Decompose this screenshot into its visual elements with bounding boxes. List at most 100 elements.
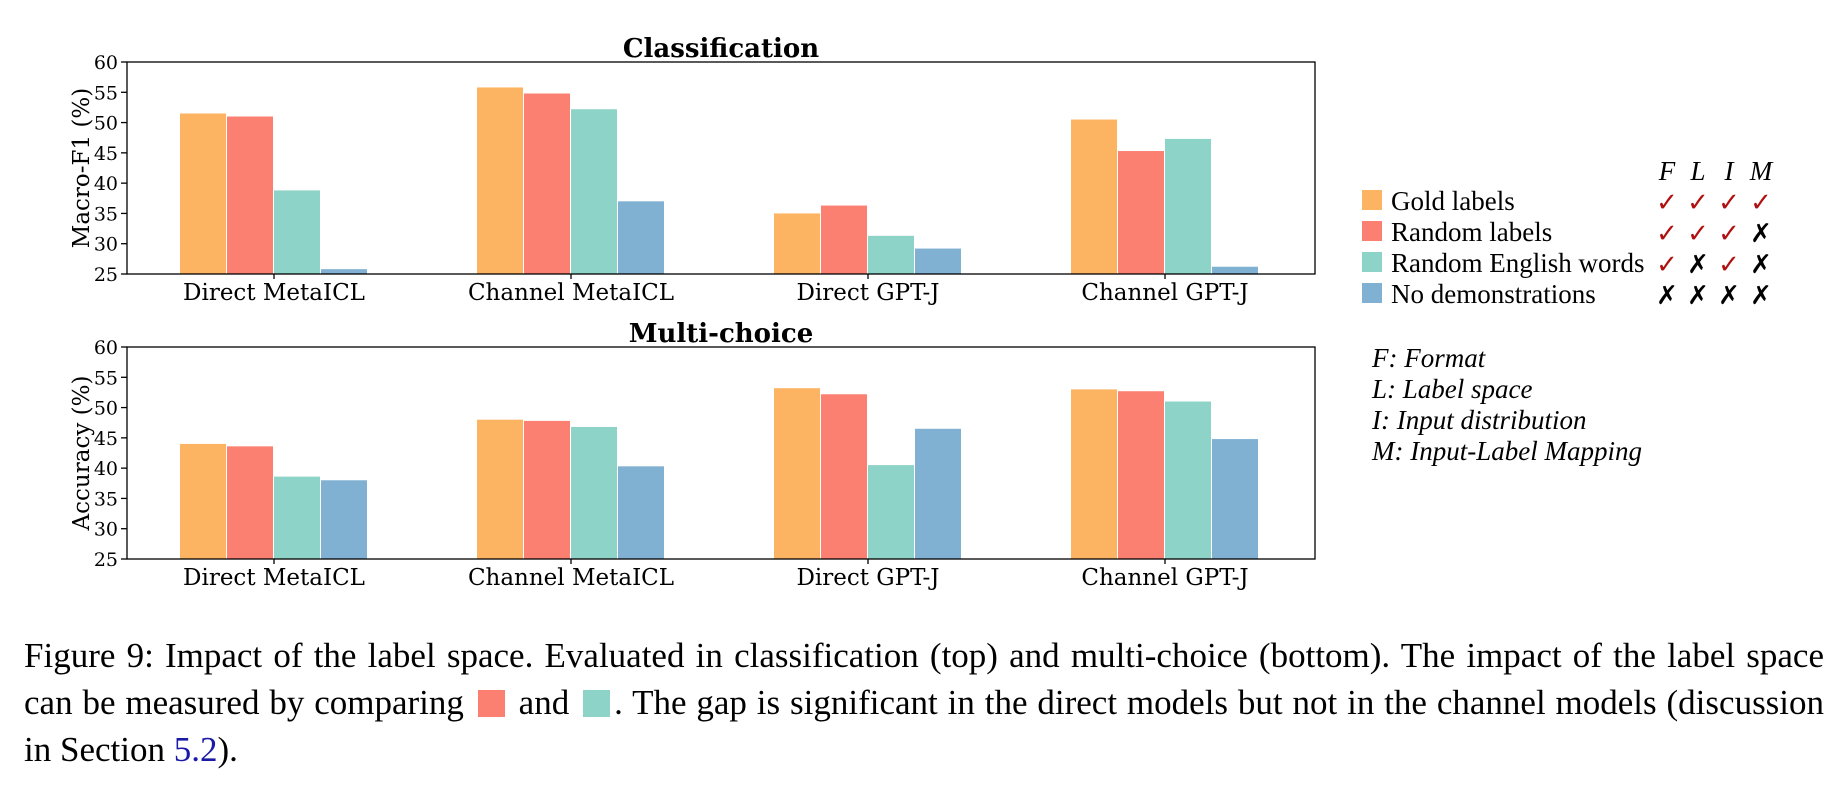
y-tick-label: 50	[94, 113, 118, 135]
legend-swatch-random-english-words	[1362, 252, 1382, 272]
x-tick-label-direct-metaicl: Direct MetaICL	[183, 280, 365, 306]
bar-direct-gpt-j-random-labels	[821, 205, 867, 274]
bar-direct-gpt-j-random-labels	[821, 394, 867, 559]
figure-caption: Figure 9: Impact of the label space. Eva…	[24, 632, 1824, 773]
cross-icon: ✗	[1718, 281, 1740, 311]
y-tick-label: 25	[94, 264, 118, 286]
bar-direct-metaicl-random-labels	[227, 446, 273, 559]
y-axis-label: Accuracy (%)	[69, 376, 95, 532]
x-tick-label-channel-gpt-j: Channel GPT-J	[1081, 280, 1248, 306]
legend-label-random-labels: Random labels	[1391, 217, 1552, 247]
legend-column-i: I	[1724, 156, 1736, 186]
legend-note: L: Label space	[1371, 374, 1533, 404]
cross-icon: ✗	[1750, 250, 1772, 280]
legend-column-f: F	[1658, 156, 1676, 186]
checkmark-icon: ✓	[1687, 188, 1709, 218]
checkmark-icon: ✓	[1718, 188, 1740, 218]
y-tick-label: 60	[94, 52, 118, 74]
bar-channel-gpt-j-gold-labels	[1071, 119, 1117, 275]
random-labels-swatch	[477, 690, 505, 717]
chart-title: Multi-choice	[629, 319, 814, 349]
x-tick-label-channel-metaicl: Channel MetaICL	[468, 280, 674, 306]
x-tick-label-direct-gpt-j: Direct GPT-J	[796, 280, 939, 306]
bar-direct-metaicl-no-demonstrations	[321, 269, 367, 274]
checkmark-icon: ✓	[1656, 250, 1678, 280]
plot-frame	[126, 346, 1316, 560]
y-tick-label: 60	[94, 337, 118, 359]
x-tick-label-channel-gpt-j: Channel GPT-J	[1081, 565, 1248, 591]
y-tick-label: 45	[94, 143, 118, 165]
multi-choice-panel: 25 30 35 40 45 50 55 60 Direct MetaICL Channel Me…	[69, 319, 1316, 591]
y-tick-label: 30	[94, 519, 118, 541]
y-tick-label: 35	[94, 203, 118, 225]
caption-text-3: . The gap is significant in the direct m…	[24, 683, 1825, 769]
y-tick-label: 40	[94, 173, 118, 195]
y-tick-label: 50	[94, 398, 118, 420]
bar-direct-gpt-j-no-demonstrations	[915, 248, 961, 274]
bar-direct-metaicl-no-demonstrations	[321, 480, 367, 559]
y-tick-label: 55	[94, 82, 118, 104]
caption-text-4: ).	[217, 730, 238, 769]
bar-channel-metaicl-random-labels	[524, 93, 570, 274]
checkmark-icon: ✓	[1718, 250, 1740, 280]
cross-icon: ✗	[1687, 281, 1709, 311]
checkmark-icon: ✓	[1687, 219, 1709, 249]
bar-channel-gpt-j-no-demonstrations	[1212, 266, 1258, 274]
chart-title: Classification	[623, 34, 819, 64]
y-tick-label: 40	[94, 458, 118, 480]
x-tick-label-direct-gpt-j: Direct GPT-J	[796, 565, 939, 591]
legend-swatch-no-demonstrations	[1362, 283, 1382, 303]
bar-channel-metaicl-gold-labels	[477, 419, 523, 559]
y-tick-label: 55	[94, 367, 118, 389]
caption-text-1: Figure 9: Impact of the label space. Eva…	[24, 636, 1824, 722]
section-link[interactable]: 5.2	[173, 730, 218, 769]
random-words-swatch	[583, 690, 611, 717]
bar-channel-metaicl-no-demonstrations	[618, 201, 664, 274]
cross-icon: ✗	[1687, 250, 1709, 280]
bar-channel-gpt-j-random-english-words	[1165, 138, 1211, 274]
bar-direct-metaicl-random-labels	[227, 116, 273, 274]
checkmark-icon: ✓	[1656, 219, 1678, 249]
legend-note: M: Input-Label Mapping	[1371, 436, 1642, 466]
checkmark-icon: ✓	[1656, 188, 1678, 218]
cross-icon: ✗	[1750, 219, 1772, 249]
figure: 25 30 35 40 45 50 55 60 Direct MetaICL Channel Me…	[69, 34, 1774, 591]
caption-text-2: and	[518, 683, 570, 722]
bar-direct-metaicl-gold-labels	[180, 113, 226, 274]
bar-channel-metaicl-random-english-words	[571, 109, 617, 274]
legend-label-gold-labels: Gold labels	[1391, 186, 1515, 216]
y-tick-label: 30	[94, 234, 118, 256]
plot-frame	[126, 61, 1316, 275]
legend-note: F: Format	[1371, 343, 1487, 373]
cross-icon: ✗	[1750, 281, 1772, 311]
bar-channel-metaicl-no-demonstrations	[618, 466, 664, 559]
bar-channel-gpt-j-random-labels	[1118, 391, 1164, 559]
checkmark-icon: ✓	[1750, 188, 1772, 218]
bar-channel-gpt-j-no-demonstrations	[1212, 439, 1258, 559]
cross-icon: ✗	[1656, 281, 1678, 311]
bar-direct-gpt-j-no-demonstrations	[915, 428, 961, 559]
bar-direct-gpt-j-gold-labels	[774, 388, 820, 559]
legend-note: I: Input distribution	[1371, 405, 1587, 435]
x-tick-label-channel-metaicl: Channel MetaICL	[468, 565, 674, 591]
legend-column-l: L	[1689, 156, 1705, 186]
x-tick-label-direct-metaicl: Direct MetaICL	[183, 565, 365, 591]
bar-channel-gpt-j-random-english-words	[1165, 401, 1211, 559]
bar-direct-gpt-j-random-english-words	[868, 235, 914, 274]
y-tick-label: 25	[94, 549, 118, 571]
legend-label-random-english-words: Random English words	[1391, 248, 1645, 278]
bar-channel-gpt-j-random-labels	[1118, 151, 1164, 274]
bar-channel-metaicl-random-english-words	[571, 426, 617, 559]
bar-channel-metaicl-gold-labels	[477, 87, 523, 274]
bar-channel-gpt-j-gold-labels	[1071, 389, 1117, 559]
y-tick-label: 45	[94, 428, 118, 450]
bar-direct-metaicl-random-english-words	[274, 190, 320, 274]
legend-swatch-random-labels	[1362, 221, 1382, 241]
bar-direct-metaicl-gold-labels	[180, 443, 226, 559]
legend-label-no-demonstrations: No demonstrations	[1391, 279, 1596, 309]
bar-direct-gpt-j-random-english-words	[868, 465, 914, 559]
classification-panel: 25 30 35 40 45 50 55 60 Direct MetaICL Channel Me…	[69, 34, 1316, 306]
bar-channel-metaicl-random-labels	[524, 420, 570, 559]
